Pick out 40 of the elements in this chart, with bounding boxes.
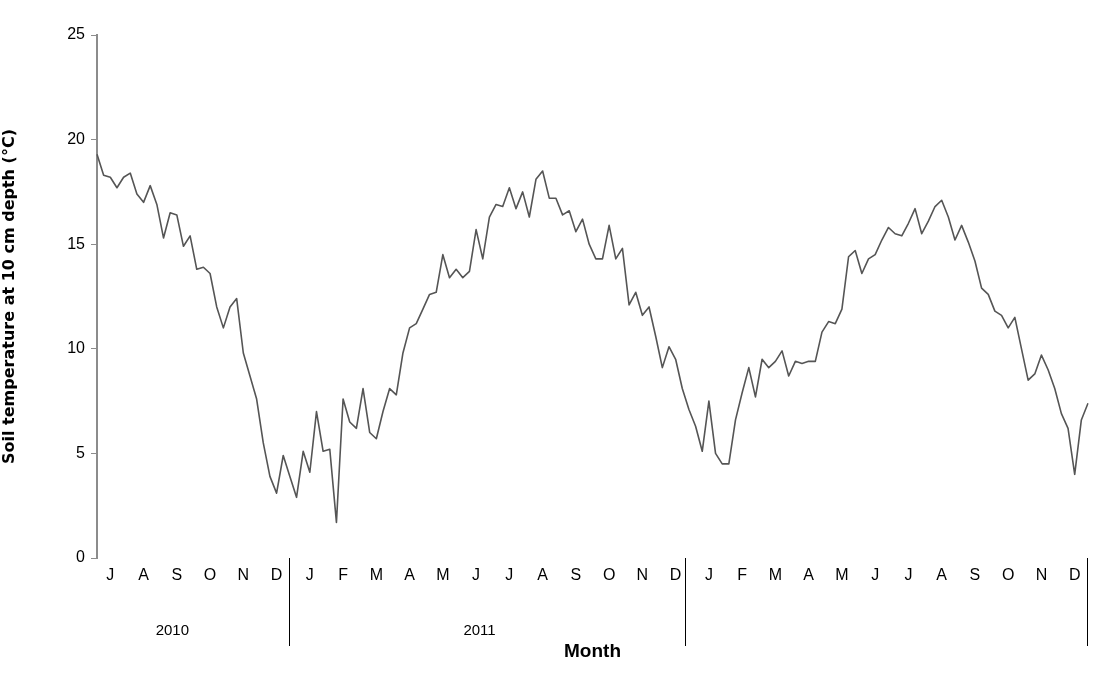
x-tick-label: J (871, 566, 880, 584)
x-tick-label: N (237, 566, 250, 584)
x-tick-label: J (505, 566, 514, 584)
x-tick-label: O (203, 566, 217, 584)
x-tick-label: A (803, 566, 815, 584)
x-tick-label: A (404, 566, 416, 584)
x-tick-label: S (570, 566, 582, 584)
x-tick-label: J (472, 566, 481, 584)
x-tick-label: N (1035, 566, 1048, 584)
x-tick-label: M (835, 566, 849, 584)
text: 2010 (155, 621, 189, 639)
x-tick-label: N (636, 566, 649, 584)
x-tick-label: F (737, 566, 748, 584)
x-tick-label: J (106, 566, 115, 584)
x-tick-label: D (270, 566, 283, 584)
x-tick-label: A (138, 566, 150, 584)
y-tick-label: 5 (76, 443, 86, 461)
text: 2011 (463, 621, 496, 639)
x-tick-label: D (669, 566, 682, 584)
y-axis-title: Soil temperature at 10 cm depth (°C) (0, 129, 18, 464)
y-tick-label: 25 (67, 25, 86, 43)
x-tick-label: J (904, 566, 913, 584)
x-tick-label: A (936, 566, 948, 584)
x-tick-label: M (768, 566, 783, 584)
x-tick-label: F (338, 566, 349, 584)
x-tick-label: J (305, 566, 314, 584)
x-tick-label: S (969, 566, 981, 584)
x-tick-label: M (436, 566, 450, 584)
y-tick-label: 10 (67, 339, 86, 357)
y-tick-label: 0 (76, 548, 86, 566)
x-tick-label: D (1068, 566, 1081, 584)
y-tick-label: 20 (67, 130, 86, 148)
x-tick-label: A (537, 566, 549, 584)
x-tick-label: M (369, 566, 384, 584)
x-tick-label: S (171, 566, 183, 584)
x-tick-label: O (602, 566, 616, 584)
y-tick-label: 15 (67, 234, 86, 252)
x-axis-title: Month (564, 639, 621, 661)
x-tick-label: O (1001, 566, 1015, 584)
x-tick-label: J (704, 566, 713, 584)
